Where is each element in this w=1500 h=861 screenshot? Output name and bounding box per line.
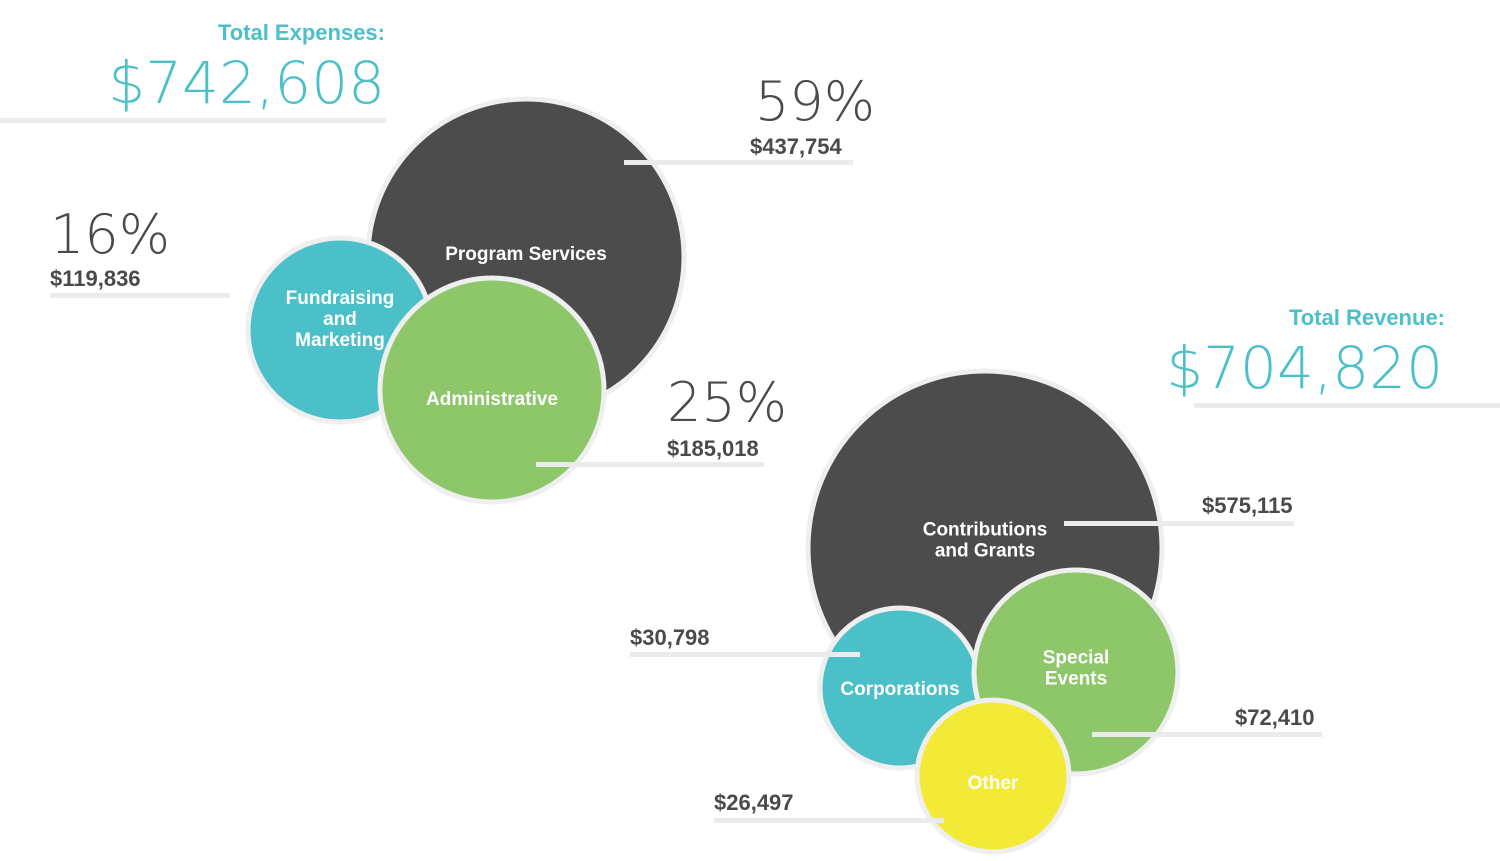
revenue-total: $704,820 [1166, 334, 1443, 402]
revenue-total-underline [1194, 403, 1500, 408]
percent-label-fundraising-and-marketing: 16% [50, 203, 170, 266]
leader-line-other [714, 818, 944, 823]
value-label-special-events: $72,410 [1235, 705, 1315, 730]
bubble-administrative [377, 275, 607, 505]
value-label-corporations: $30,798 [630, 625, 710, 650]
value-label-contributions-and-grants: $575,115 [1202, 493, 1293, 518]
expenses-title: Total Expenses: [218, 20, 385, 45]
percent-label-administrative: 25% [667, 371, 787, 434]
bubble-label-corporations: Corporations [840, 679, 959, 700]
leader-line-special-events [1092, 732, 1322, 737]
expenses-total: $742,608 [108, 49, 385, 117]
bubble-other [914, 697, 1072, 855]
value-label-program-services: $437,754 [750, 134, 843, 159]
bubble-label-fundraising-and-marketing: Fundraising and Marketing [286, 288, 395, 351]
revenue-title: Total Revenue: [1289, 305, 1445, 330]
bubble-label-special-events: Special Events [1043, 648, 1110, 690]
bubble-label-other: Other [968, 773, 1019, 794]
leader-line-contributions-and-grants [1064, 521, 1294, 526]
expenses-total-underline [0, 118, 386, 123]
bubble-label-contributions-and-grants: Contributions and Grants [923, 520, 1048, 562]
value-label-other: $26,497 [714, 790, 794, 815]
leader-line-corporations [630, 652, 860, 657]
leader-line-administrative [536, 462, 764, 467]
value-label-administrative: $185,018 [667, 436, 759, 461]
percent-label-program-services: 59% [755, 70, 875, 133]
bubble-label-program-services: Program Services [445, 244, 607, 265]
leader-lines-layer [50, 160, 1322, 823]
bubble-label-administrative: Administrative [426, 389, 558, 410]
value-label-fundraising-and-marketing: $119,836 [50, 266, 141, 291]
leader-line-program-services [624, 160, 853, 165]
leader-line-fundraising-and-marketing [50, 293, 230, 298]
bubbles-layer [245, 96, 1181, 855]
